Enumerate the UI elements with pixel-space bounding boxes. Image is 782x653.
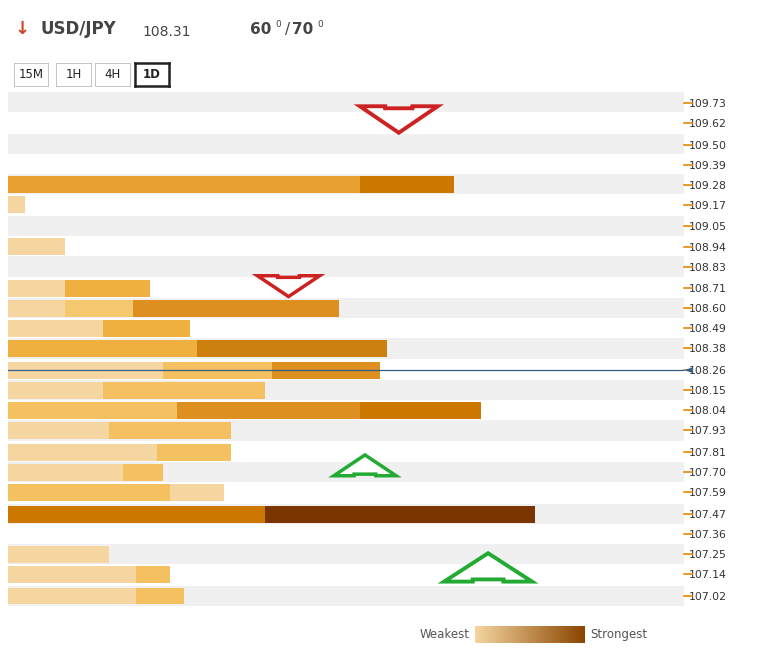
Bar — [8, 444, 156, 460]
Bar — [8, 154, 684, 175]
Bar — [8, 482, 684, 503]
Bar — [8, 195, 684, 215]
Bar — [8, 564, 684, 584]
Bar — [8, 362, 271, 379]
Bar — [8, 93, 684, 113]
Bar — [8, 362, 380, 379]
Bar — [8, 400, 684, 421]
Text: 60: 60 — [250, 22, 271, 37]
Text: 108.31: 108.31 — [143, 25, 192, 39]
Bar — [8, 112, 684, 133]
Text: 4H: 4H — [105, 68, 120, 81]
Bar — [8, 238, 66, 255]
Bar — [8, 280, 66, 297]
Text: 0: 0 — [317, 20, 323, 29]
Bar — [8, 402, 177, 419]
Bar — [8, 586, 684, 606]
Bar — [8, 300, 339, 317]
Bar — [8, 565, 116, 582]
Polygon shape — [444, 553, 532, 582]
Bar — [8, 546, 109, 562]
Bar — [8, 320, 102, 337]
Bar — [8, 442, 684, 462]
Bar — [8, 362, 163, 379]
Bar — [8, 464, 163, 481]
Bar — [8, 338, 684, 358]
Text: 15M: 15M — [19, 68, 44, 81]
Polygon shape — [257, 276, 320, 296]
Text: 1D: 1D — [143, 68, 160, 81]
Bar — [8, 196, 25, 213]
Text: /: / — [285, 22, 291, 37]
Bar — [8, 422, 231, 439]
Bar — [8, 340, 197, 357]
Bar — [8, 484, 170, 501]
Text: USD/JPY: USD/JPY — [41, 20, 117, 39]
Text: 0: 0 — [275, 20, 281, 29]
Bar — [8, 402, 360, 419]
Bar — [8, 504, 684, 524]
Bar — [8, 588, 136, 605]
Bar — [8, 505, 265, 522]
Bar — [8, 380, 684, 400]
Bar — [8, 484, 224, 501]
Bar — [8, 444, 95, 460]
Bar — [8, 565, 136, 582]
Bar — [8, 236, 684, 257]
Text: 1H: 1H — [66, 68, 81, 81]
Bar — [8, 544, 684, 564]
Bar — [8, 360, 684, 381]
Bar — [8, 298, 684, 319]
Bar — [8, 505, 536, 522]
Polygon shape — [334, 455, 396, 476]
Bar — [8, 318, 684, 339]
Bar — [8, 256, 684, 277]
Text: ↓: ↓ — [14, 20, 29, 39]
Bar — [8, 382, 265, 399]
Bar — [8, 174, 684, 195]
Text: Strongest: Strongest — [590, 628, 647, 641]
Bar — [8, 278, 684, 298]
Bar — [8, 216, 684, 237]
Bar — [8, 300, 133, 317]
Bar — [8, 340, 386, 357]
Polygon shape — [360, 106, 438, 133]
Bar — [8, 382, 102, 399]
Bar — [8, 524, 684, 545]
Text: Weakest: Weakest — [419, 628, 469, 641]
Bar — [8, 444, 231, 460]
Text: ◄: ◄ — [684, 365, 693, 375]
Bar — [8, 280, 150, 297]
Text: 70: 70 — [292, 22, 314, 37]
Bar — [8, 320, 191, 337]
Bar — [8, 176, 360, 193]
Bar — [8, 135, 684, 155]
Bar — [8, 176, 454, 193]
Bar — [8, 402, 481, 419]
Bar — [8, 588, 184, 605]
Bar — [8, 300, 66, 317]
Bar — [8, 420, 684, 441]
Bar — [8, 565, 170, 582]
Bar — [8, 464, 123, 481]
Bar — [8, 462, 684, 483]
Bar — [8, 422, 109, 439]
